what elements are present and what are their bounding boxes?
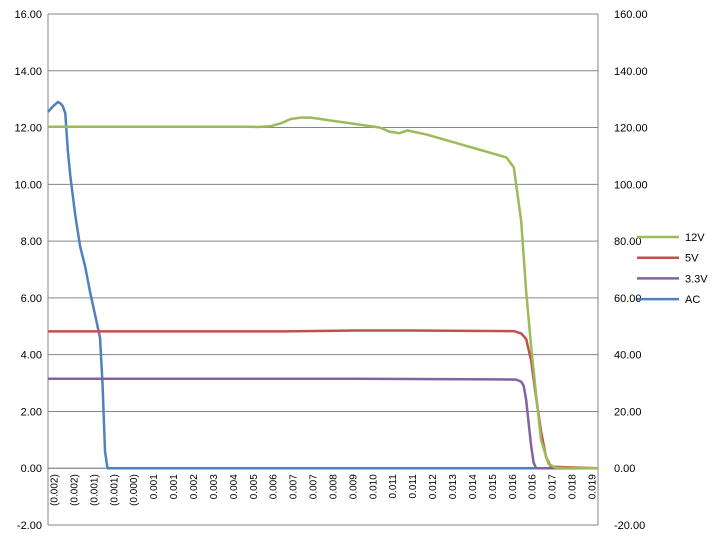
- x-tick-label: 0.009: [348, 474, 359, 499]
- series-line-ac: [47, 100, 598, 470]
- x-tick-label: 0.010: [368, 474, 379, 499]
- y-right-tick-label: 80.00: [614, 236, 642, 248]
- y-right-tick-label: 60.00: [614, 293, 642, 305]
- y-left-tick-label: 14.00: [14, 66, 42, 78]
- series-line-33v: [48, 377, 598, 470]
- legend-label: AC: [685, 294, 700, 306]
- series-line-5v: [48, 329, 599, 470]
- series-lines: [47, 100, 599, 470]
- y-right-tick-label: 140.00: [614, 66, 648, 78]
- y-left-tick-label: 0.00: [21, 463, 42, 475]
- x-tick-label: (0.002): [69, 474, 80, 506]
- y-right-tick-label: 100.00: [614, 179, 648, 191]
- x-tick-label: 0.012: [428, 474, 439, 499]
- x-tick-label: 0.007: [309, 474, 320, 499]
- legend: 12V 5V 3.3V AC: [637, 232, 708, 306]
- x-tick-label: 0.011: [408, 474, 419, 499]
- y-left-tick-label: 2.00: [21, 406, 42, 418]
- x-tick-label: 0.013: [448, 474, 459, 499]
- x-tick-label: 0.016: [528, 474, 539, 499]
- x-tick-label: 0.002: [189, 474, 200, 499]
- y-left-tick-label: 4.00: [21, 350, 42, 362]
- x-tick-label: 0.001: [149, 474, 160, 499]
- x-tick-label: 0.005: [249, 474, 260, 499]
- x-tick-label: 0.003: [209, 474, 220, 499]
- x-tick-label: (0.001): [89, 474, 100, 506]
- x-axis-ticks: (0.002) (0.002) (0.001) (0.001) (0.000) 0.001…: [50, 474, 599, 506]
- y-right-tick-label: 40.00: [614, 350, 642, 362]
- y-axis-left-ticks: -2.00 0.00 2.00 4.00 6.00 8.00 10.00 12.00 14.00…: [14, 9, 42, 532]
- y-axis-right-ticks: -20.00 0.00 20.00 40.00 60.00 80.00 100.00 120.…: [614, 9, 648, 532]
- gridlines: [48, 13, 598, 526]
- x-tick-label: 0.011: [388, 474, 399, 499]
- x-tick-label: 0.001: [169, 474, 180, 499]
- y-left-tick-label: 6.00: [21, 293, 42, 305]
- y-right-tick-label: 160.00: [614, 9, 648, 21]
- y-right-tick-label: 120.00: [614, 123, 648, 135]
- legend-label: 5V: [685, 253, 699, 265]
- x-tick-label: (0.000): [129, 474, 140, 506]
- x-tick-label: 0.007: [289, 474, 300, 499]
- y-left-tick-label: 16.00: [14, 9, 42, 21]
- x-tick-label: 0.017: [548, 474, 559, 499]
- x-tick-label: (0.001): [109, 474, 120, 506]
- x-tick-label: 0.019: [588, 474, 599, 499]
- series-line-12v: [48, 116, 599, 470]
- x-tick-label: 0.016: [508, 474, 519, 499]
- axes: [47, 14, 599, 525]
- legend-label: 12V: [685, 232, 705, 244]
- x-tick-label: 0.008: [328, 474, 339, 499]
- y-left-tick-label: -2.00: [17, 520, 42, 532]
- y-left-tick-label: 10.00: [14, 179, 42, 191]
- x-tick-label: 0.006: [269, 474, 280, 499]
- y-right-tick-label: -20.00: [614, 520, 645, 532]
- y-left-tick-label: 12.00: [14, 123, 42, 135]
- x-tick-label: 0.015: [488, 474, 499, 499]
- x-tick-label: 0.014: [468, 474, 479, 499]
- y-right-tick-label: 0.00: [614, 463, 635, 475]
- x-tick-label: 0.004: [229, 474, 240, 499]
- y-right-tick-label: 20.00: [614, 406, 642, 418]
- y-left-tick-label: 8.00: [21, 236, 42, 248]
- x-tick-label: (0.002): [50, 474, 61, 506]
- legend-label: 3.3V: [685, 273, 708, 285]
- x-tick-label: 0.018: [568, 474, 579, 499]
